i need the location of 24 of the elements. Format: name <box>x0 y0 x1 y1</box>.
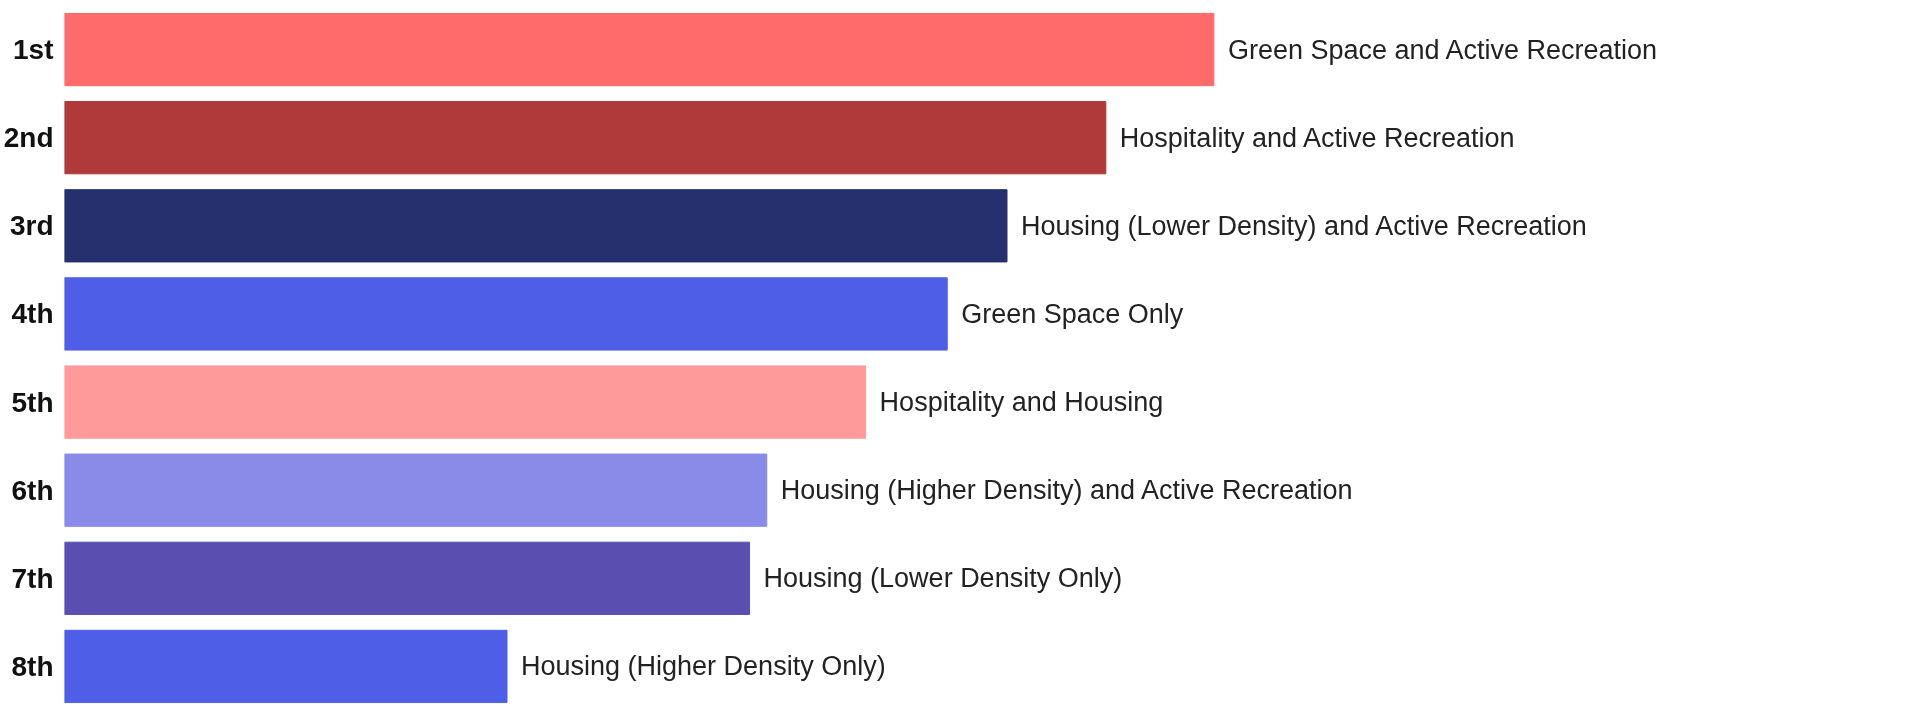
bar <box>64 365 867 439</box>
annotation: Hospitality and Housing <box>879 387 1164 418</box>
y-tick-label: 5th <box>11 386 54 418</box>
annotation: Green Space Only <box>961 298 1184 329</box>
bar <box>64 12 1215 87</box>
y-tick-label: 3rd <box>9 210 54 242</box>
annotation: Housing (Lower Density Only) <box>763 563 1123 594</box>
bar <box>64 277 948 351</box>
annotation: Housing (Lower Density) and Active Recreation <box>1020 210 1587 241</box>
bar <box>64 189 1008 263</box>
y-tick-label: 8th <box>11 650 54 682</box>
y-tick-label: 7th <box>11 562 54 594</box>
annotation: Hospitality and Active Recreation <box>1119 122 1515 153</box>
annotation: Green Space and Active Recreation <box>1227 34 1658 65</box>
y-tick-label: 1st <box>13 34 54 66</box>
y-tick-label: 4th <box>11 298 54 330</box>
bar <box>64 629 508 704</box>
bar <box>64 541 751 615</box>
annotation: Housing (Higher Density) and Active Recreation <box>780 475 1353 506</box>
y-tick-label: 6th <box>11 474 54 506</box>
y-tick-label: 2nd <box>3 122 54 154</box>
annotation: Housing (Higher Density Only) <box>521 651 886 682</box>
bar <box>64 453 768 527</box>
bar <box>64 101 1107 175</box>
